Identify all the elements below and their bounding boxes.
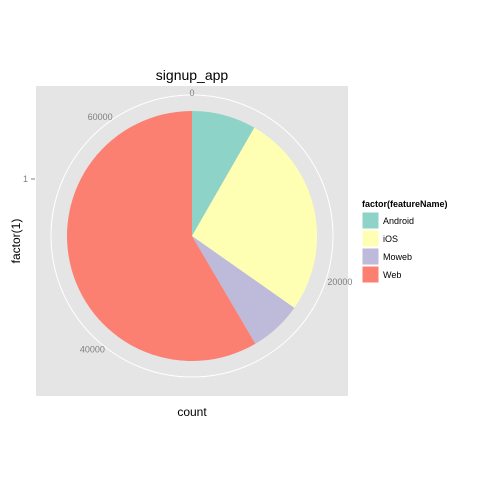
pie-slice-web (67, 111, 256, 361)
pie-slice-android (192, 111, 255, 236)
legend-label-web: Web (383, 270, 401, 280)
outer-grid-circle (50, 94, 334, 378)
legend-label-ios: iOS (383, 234, 398, 244)
chart-title: signup_app (156, 67, 229, 83)
pie-slice-moweb (192, 236, 295, 344)
y-tick-label: 1 (23, 174, 28, 184)
legend-key-web (361, 265, 380, 284)
legend-title: factor(featureName) (362, 199, 448, 209)
legend-label-android: Android (383, 216, 414, 226)
legend-key-android (361, 211, 380, 230)
pie-slices (67, 111, 317, 361)
theta-tick-labels: 0 20000 40000 60000 (80, 88, 353, 354)
y-axis-title: factor(1) (9, 219, 23, 264)
theta-tick-label: 0 (189, 88, 194, 98)
theta-tick-label: 40000 (80, 344, 105, 354)
legend-key-ios (361, 229, 380, 248)
legend-label-moweb: Moweb (383, 252, 412, 262)
theta-tick-label: 60000 (88, 112, 113, 122)
theta-tick-label: 20000 (327, 277, 352, 287)
legend-key-moweb (361, 247, 380, 266)
legend: factor(featureName) Android iOS Moweb Web (361, 199, 448, 284)
legend-items: Android iOS Moweb Web (361, 211, 414, 284)
x-axis-title: count (177, 405, 207, 419)
pie-slice-ios (192, 127, 317, 308)
